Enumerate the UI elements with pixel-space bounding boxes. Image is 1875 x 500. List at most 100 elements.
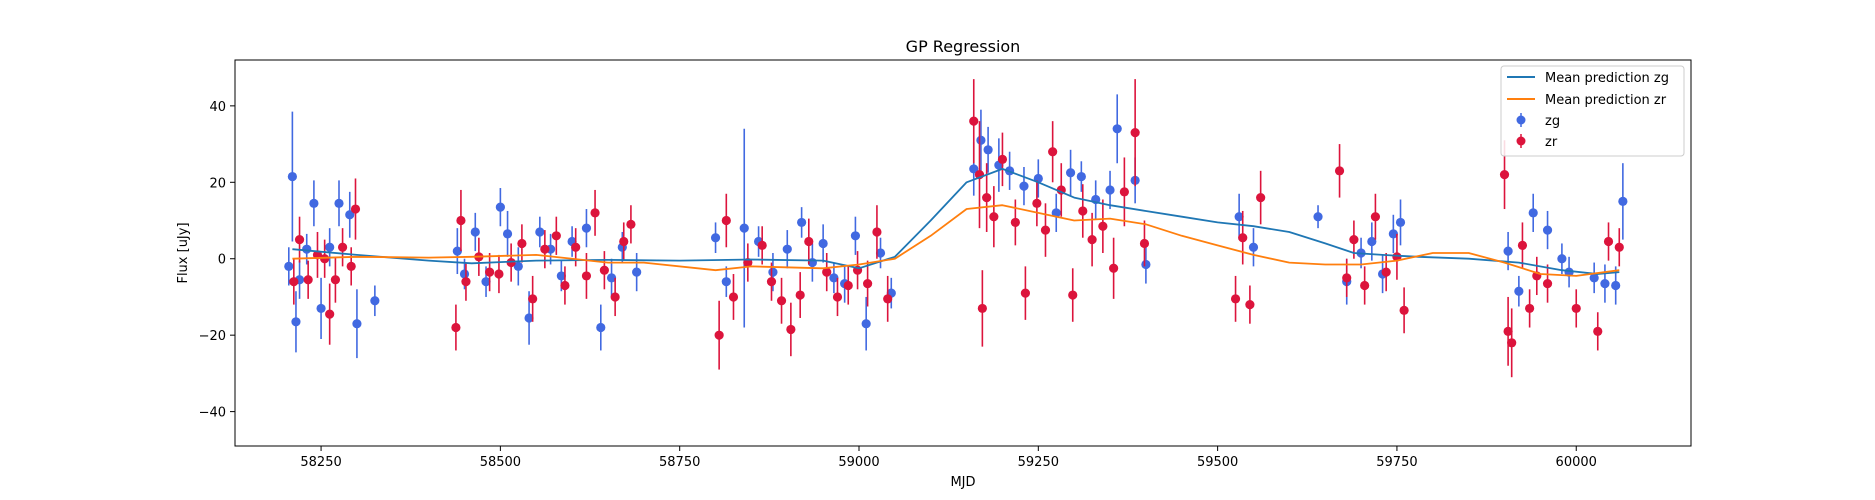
legend: Mean prediction zg Mean prediction zr zg… xyxy=(1500,65,1685,157)
point-zg xyxy=(1618,196,1628,207)
legend-label-zr-line: Mean prediction zr xyxy=(1545,93,1667,108)
point-zr xyxy=(1010,217,1020,228)
x-tick-label: 58500 xyxy=(480,455,521,470)
point-zg xyxy=(782,244,792,254)
x-tick-label: 58750 xyxy=(659,455,700,470)
point-zr xyxy=(714,330,724,340)
point-zr xyxy=(1119,187,1129,197)
y-tick-label: −40 xyxy=(199,406,226,421)
x-tick-label: 58250 xyxy=(300,455,341,470)
point-zr xyxy=(1040,225,1051,235)
point-zr xyxy=(320,254,330,264)
point-zr xyxy=(1517,240,1528,250)
point-zr xyxy=(989,212,999,222)
point-zg xyxy=(1105,185,1115,195)
plot-area-frame xyxy=(234,59,1692,447)
point-zr xyxy=(1370,212,1381,222)
point-zr xyxy=(1078,206,1088,216)
point-zg xyxy=(316,303,326,314)
point-zr xyxy=(1032,198,1042,208)
point-zg xyxy=(481,277,491,287)
series-zr xyxy=(289,79,1624,378)
point-zr xyxy=(540,244,550,254)
y-axis-label: Flux [uJy] xyxy=(176,222,191,283)
point-zg xyxy=(495,202,505,212)
point-zg xyxy=(739,223,749,233)
point-zg xyxy=(370,296,380,306)
point-zr xyxy=(977,303,987,314)
legend-label-zg-line: Mean prediction zg xyxy=(1545,71,1669,86)
point-zg xyxy=(345,210,355,220)
point-zg xyxy=(1065,168,1076,178)
point-zr xyxy=(832,292,843,302)
point-zr xyxy=(721,215,731,226)
point-zg xyxy=(969,164,979,174)
point-zg xyxy=(1395,217,1406,228)
x-tick-label: 60000 xyxy=(1556,455,1597,470)
legend-marker-zr xyxy=(1516,136,1526,146)
point-zr xyxy=(1349,235,1359,245)
lines-layer xyxy=(292,168,1620,277)
point-zg xyxy=(1589,273,1599,283)
point-zr xyxy=(1503,326,1513,336)
point-zg xyxy=(861,319,871,329)
point-zg xyxy=(818,238,828,249)
point-zr xyxy=(1593,326,1603,336)
point-zg xyxy=(581,223,592,233)
point-zr xyxy=(1360,280,1370,291)
point-zr xyxy=(325,309,335,319)
point-zr xyxy=(843,280,853,291)
point-zr xyxy=(883,294,893,304)
point-zr xyxy=(1048,147,1058,157)
point-zr xyxy=(863,278,873,289)
point-zr xyxy=(1499,170,1510,180)
point-zr xyxy=(1020,288,1030,298)
point-zr xyxy=(1139,238,1150,249)
y-tick-label: −20 xyxy=(199,329,226,344)
y-axis: −40 −20 0 20 40 xyxy=(199,100,235,421)
point-zg xyxy=(976,135,986,145)
legend-box xyxy=(1500,65,1685,157)
point-zg xyxy=(1388,229,1398,239)
point-zg xyxy=(470,227,480,237)
x-tick-label: 59000 xyxy=(838,455,879,470)
legend-label-zg: zg xyxy=(1545,114,1560,129)
point-zr xyxy=(289,277,299,287)
point-zr xyxy=(1087,235,1097,245)
point-zr xyxy=(1230,294,1241,304)
point-zr xyxy=(997,154,1008,164)
point-zg xyxy=(524,313,534,323)
point-zr xyxy=(517,238,527,249)
point-zr xyxy=(1399,305,1409,315)
point-zg xyxy=(710,233,721,243)
point-zr xyxy=(822,267,832,277)
point-zg xyxy=(1564,267,1574,277)
point-zg xyxy=(459,269,470,279)
point-zg xyxy=(1234,212,1244,222)
legend-label-zr: zr xyxy=(1545,135,1558,150)
point-zr xyxy=(1381,267,1391,277)
x-tick-label: 59250 xyxy=(1018,455,1059,470)
point-zr xyxy=(494,269,504,279)
point-zg xyxy=(556,271,566,281)
point-zg xyxy=(850,231,861,241)
point-zr xyxy=(795,290,805,300)
point-zg xyxy=(632,267,642,277)
point-zr xyxy=(1571,303,1581,314)
point-zr xyxy=(1392,252,1402,262)
point-zr xyxy=(350,204,361,214)
point-zr xyxy=(456,215,466,226)
point-zr xyxy=(786,324,796,335)
point-zr xyxy=(590,208,600,218)
y-tick-label: 20 xyxy=(209,176,226,191)
point-zg xyxy=(291,317,301,327)
point-zr xyxy=(451,322,461,333)
point-zr xyxy=(776,296,787,306)
point-zr xyxy=(1130,128,1140,138)
point-zr xyxy=(1614,242,1624,252)
point-zg xyxy=(1248,242,1259,252)
point-zg xyxy=(721,277,731,287)
point-zg xyxy=(1051,208,1061,218)
point-zg xyxy=(325,242,335,252)
